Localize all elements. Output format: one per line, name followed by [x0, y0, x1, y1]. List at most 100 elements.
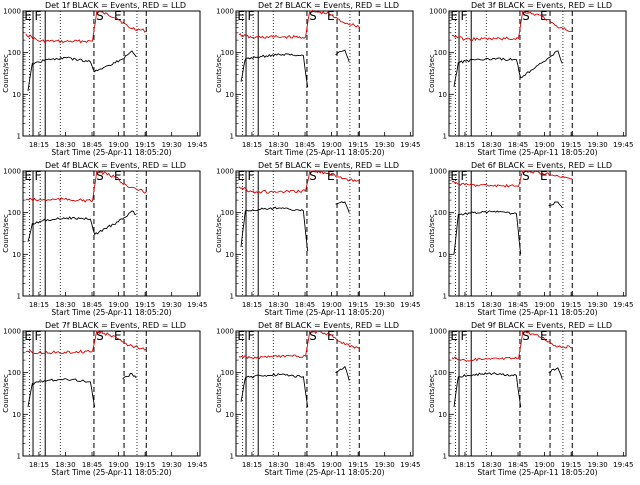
events-series-line [240, 49, 350, 88]
detector-panel: Det 5f BLACK = Events, RED = LLD 1 10 100 10… [215, 161, 420, 317]
x-tick-label: 19:00 [534, 141, 554, 149]
lld-series-line [451, 169, 573, 188]
lld-series-line [238, 170, 360, 194]
y-tick-label: 1000 [429, 8, 447, 16]
panel-title: Det 7f BLACK = Events, RED = LLD [45, 321, 186, 330]
x-tick-label: 18:45 [508, 461, 528, 469]
y-axis-label: Counts/sec [428, 214, 436, 253]
x-tick-label: 18:15 [455, 461, 475, 469]
x-tick-label: 19:15 [348, 301, 368, 309]
x-tick-label: 18:30 [55, 301, 75, 309]
lld-series-line [238, 9, 360, 39]
y-axis-label: Counts/sec [2, 214, 10, 253]
y-axis-label: Counts/sec [215, 374, 223, 413]
x-tick-label: 19:45 [613, 141, 633, 149]
y-axis-label: Counts/sec [2, 374, 10, 413]
x-tick-label: 19:45 [187, 461, 207, 469]
x-tick-label: 19:30 [588, 141, 608, 149]
y-tick-label: 1 [17, 293, 21, 301]
panel-title: Det 2f BLACK = Events, RED = LLD [258, 1, 399, 10]
segment-label: E [450, 329, 458, 343]
segment-label: F [247, 169, 254, 183]
y-tick-label: 100 [434, 49, 447, 57]
lld-series-line [25, 330, 147, 355]
events-series-line [27, 210, 137, 242]
x-axis-label: Start Time (25-Apr-11 18:05:20) [477, 468, 597, 477]
x-axis-label: Start Time (25-Apr-11 18:05:20) [264, 468, 384, 477]
panel-title: Det 3f BLACK = Events, RED = LLD [471, 1, 612, 10]
segment-label: F [460, 169, 467, 183]
y-tick-label: 1000 [216, 168, 234, 176]
segment-label: F [34, 329, 41, 343]
y-axis-label: Counts/sec [428, 54, 436, 93]
y-tick-label: 1000 [429, 168, 447, 176]
x-tick-label: 19:45 [400, 461, 420, 469]
x-tick-label: 19:30 [588, 461, 608, 469]
y-tick-label: 1 [230, 133, 234, 141]
lld-series-line [451, 10, 573, 42]
detector-panel: Det 4f BLACK = Events, RED = LLD 1 10 100 10… [2, 161, 207, 317]
y-axis-label: Counts/sec [2, 54, 10, 93]
events-series-line [27, 372, 137, 408]
segment-label: E [540, 9, 548, 23]
x-tick-label: 18:30 [481, 461, 501, 469]
x-tick-label: 19:30 [588, 301, 608, 309]
x-tick-label: 19:30 [162, 301, 182, 309]
segment-label: F [34, 169, 41, 183]
y-tick-label: 1000 [216, 328, 234, 336]
segment-label: S [522, 9, 530, 23]
y-tick-label: 1 [443, 293, 447, 301]
x-tick-label: 18:45 [82, 461, 102, 469]
x-tick-label: 18:45 [82, 141, 102, 149]
x-tick-label: 18:45 [295, 301, 315, 309]
x-tick-label: 18:30 [481, 301, 501, 309]
events-series-line [453, 367, 563, 408]
segment-label: E [450, 9, 458, 23]
lld-series-line [25, 170, 147, 203]
y-tick-label: 100 [434, 209, 447, 217]
y-tick-label: 1000 [3, 328, 21, 336]
y-tick-label: 10 [225, 411, 234, 419]
lld-series-line [451, 330, 573, 362]
segment-label: F [460, 9, 467, 23]
y-tick-label: 100 [8, 369, 21, 377]
x-tick-label: 19:00 [108, 141, 128, 149]
y-axis-label: Counts/sec [215, 214, 223, 253]
x-axis-label: Start Time (25-Apr-11 18:05:20) [264, 308, 384, 317]
x-tick-label: 18:15 [455, 301, 475, 309]
x-tick-label: 18:15 [29, 461, 49, 469]
x-tick-label: 19:15 [135, 141, 155, 149]
x-tick-label: 19:45 [400, 301, 420, 309]
x-tick-label: 18:30 [268, 461, 288, 469]
panel-title: Det 8f BLACK = Events, RED = LLD [258, 321, 399, 330]
panel-title: Det 9f BLACK = Events, RED = LLD [471, 321, 612, 330]
y-tick-label: 10 [438, 91, 447, 99]
x-tick-label: 18:15 [455, 141, 475, 149]
segment-label: F [247, 9, 254, 23]
segment-label: E [540, 329, 548, 343]
x-tick-label: 18:45 [82, 301, 102, 309]
detector-panel: Det 8f BLACK = Events, RED = LLD 1 10 100 10… [215, 321, 420, 477]
x-tick-label: 18:15 [29, 141, 49, 149]
x-tick-label: 19:45 [400, 141, 420, 149]
plot-frame [448, 10, 627, 137]
y-tick-label: 1 [230, 453, 234, 461]
detector-panel: Det 6f BLACK = Events, RED = LLD 1 10 100 10… [428, 161, 633, 317]
x-tick-label: 18:45 [508, 301, 528, 309]
y-tick-label: 1000 [3, 8, 21, 16]
x-axis-label: Start Time (25-Apr-11 18:05:20) [477, 308, 597, 317]
panel-title: Det 1f BLACK = Events, RED = LLD [45, 1, 186, 10]
x-tick-label: 18:30 [268, 141, 288, 149]
y-tick-label: 10 [225, 251, 234, 259]
panel-title: Det 5f BLACK = Events, RED = LLD [258, 161, 399, 170]
events-series-line [240, 365, 350, 408]
segment-label: E [114, 169, 122, 183]
segment-label: S [522, 169, 530, 183]
panel-title: Det 6f BLACK = Events, RED = LLD [471, 161, 612, 170]
x-tick-label: 19:30 [162, 141, 182, 149]
segment-label: E [24, 9, 32, 23]
y-tick-label: 10 [12, 411, 21, 419]
plot-frame [448, 330, 627, 457]
segment-label: E [237, 9, 245, 23]
x-tick-label: 19:30 [375, 301, 395, 309]
